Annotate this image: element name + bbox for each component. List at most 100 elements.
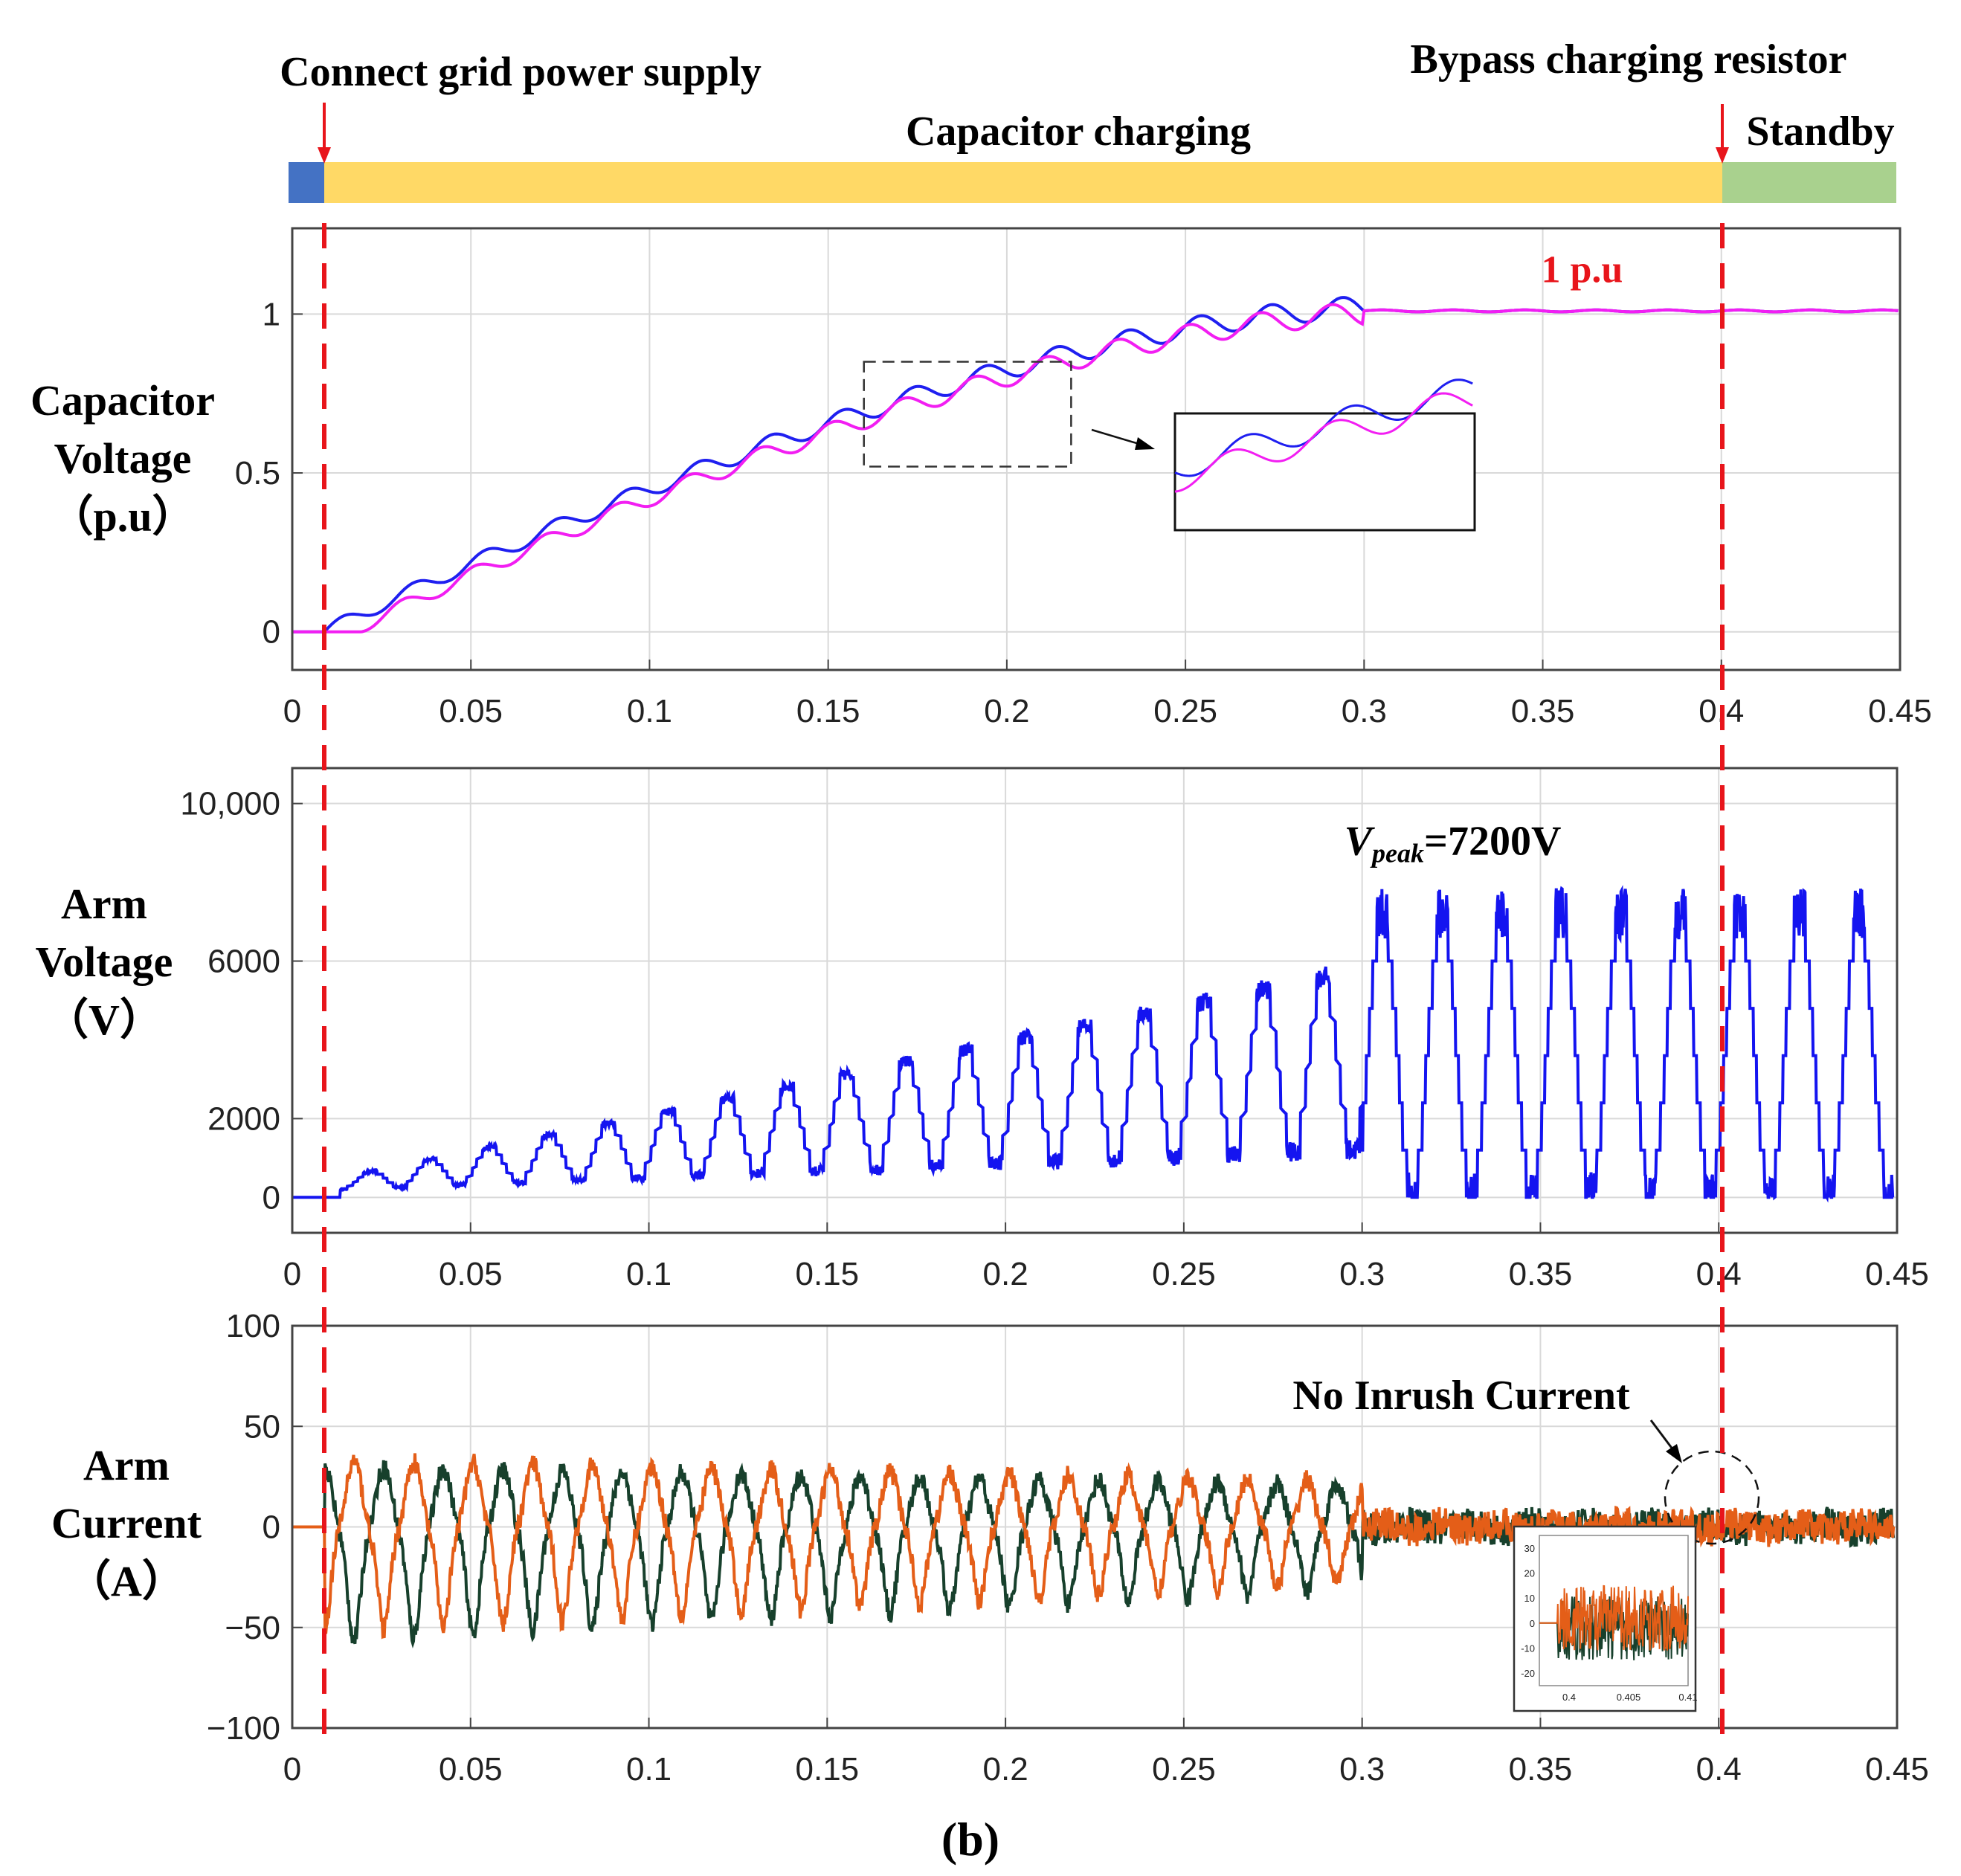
- annotations: Vpeak=7200V: [1345, 819, 1562, 868]
- figure-label: (b): [941, 1813, 999, 1866]
- x-tick-label: 0.15: [796, 1751, 860, 1788]
- y-axis-label-line: Voltage: [36, 938, 173, 986]
- y-tick-label: 2000: [207, 1100, 280, 1137]
- inset-x-tick-label: 0.4: [1562, 1692, 1576, 1703]
- plot-frame: [291, 1324, 1899, 1730]
- x-tick-label: 0.35: [1511, 693, 1575, 729]
- y-tick-label: 0: [263, 1179, 280, 1216]
- plot-frame: [291, 227, 1902, 671]
- grid: [292, 768, 1898, 1233]
- y-tick-label: 6000: [207, 944, 280, 980]
- y-axis-label-line: （A）: [68, 1557, 185, 1605]
- inset-y-tick-label: -20: [1521, 1668, 1535, 1679]
- y-tick-label: 0: [263, 614, 280, 651]
- vpeak-annotation: Vpeak=7200V: [1345, 819, 1562, 868]
- x-tick-label: 0.3: [1339, 1256, 1385, 1292]
- x-tick-labels: 00.050.10.150.20.250.30.350.40.45: [283, 693, 1932, 729]
- x-tick-label: 0.15: [796, 693, 860, 729]
- y-axis-label-line: Current: [51, 1499, 202, 1547]
- x-tick-label: 0.05: [439, 693, 503, 729]
- y-tick-label: 10,000: [180, 786, 280, 822]
- series-layer: [292, 296, 1899, 634]
- zoom-arrowhead: [1135, 437, 1155, 450]
- timeline: Connect grid power supply Capacitor char…: [280, 36, 1896, 203]
- plot-frame: [291, 767, 1899, 1234]
- y-axis-label: Capacitor Voltage （p.u）: [30, 376, 215, 541]
- plot-background: [292, 228, 1900, 670]
- x-tick-label: 0.1: [627, 693, 672, 729]
- x-tick-label: 0.1: [626, 1256, 672, 1292]
- x-tick-label: 0.05: [439, 1751, 503, 1788]
- y-tick-label: 100: [226, 1308, 280, 1344]
- x-tick-label: 0.2: [983, 1256, 1028, 1292]
- y-axis-label: Arm Current （A）: [51, 1441, 202, 1605]
- no-inrush-annotation: No Inrush Current: [1292, 1373, 1630, 1419]
- x-tick-label: 0.15: [796, 1256, 860, 1292]
- x-tick-label: 0.1: [626, 1751, 672, 1788]
- standby-label: Standby: [1746, 109, 1894, 155]
- x-tick-label: 0: [283, 693, 301, 729]
- y-axis-label-line: Voltage: [54, 434, 192, 483]
- inset-y-tick-label: -10: [1521, 1643, 1535, 1654]
- annotations: 1 p.u: [863, 249, 1623, 532]
- y-tick-label: −50: [225, 1610, 280, 1646]
- inset-y-tick-label: 10: [1524, 1593, 1535, 1604]
- inset-y-tick-label: 30: [1524, 1543, 1535, 1554]
- x-tick-label: 0.25: [1153, 693, 1217, 729]
- y-tick-label: 0.5: [235, 455, 280, 491]
- timeline-charging-segment: [324, 162, 1722, 203]
- inset-y-tick-label: 20: [1524, 1568, 1535, 1579]
- y-axis-label-line: Arm: [61, 880, 147, 928]
- y-axis-label: Arm Voltage （V）: [36, 880, 173, 1044]
- y-tick-labels: 00.51: [235, 296, 280, 650]
- capacitor-voltage-series: [292, 303, 1899, 634]
- bypass-resistor-label: Bypass charging resistor: [1411, 36, 1847, 83]
- y-tick-label: −100: [207, 1710, 280, 1747]
- x-tick-label: 0.25: [1152, 1256, 1216, 1292]
- timeline-standby-segment: [1722, 162, 1896, 203]
- x-tick-label: 0: [283, 1256, 301, 1292]
- x-tick-labels: 0 0.05 0.1 0.15 0.2 0.25 0.3 0.35 0.4 0.45: [283, 1256, 1929, 1292]
- zoom-arrow: [1091, 428, 1142, 446]
- y-axis-label-line: （p.u）: [50, 492, 195, 541]
- arm-current-series: [292, 1453, 1896, 1640]
- x-tick-label: 0.35: [1509, 1256, 1573, 1292]
- timeline-pre-segment: [289, 162, 324, 203]
- series-layer: [292, 885, 1895, 1203]
- inset-series: [1174, 392, 1473, 493]
- x-tick-label: 0.45: [1865, 1751, 1929, 1788]
- connect-arrow: [318, 103, 331, 164]
- y-tick-label: 1: [263, 296, 280, 332]
- x-tick-label: 0.35: [1509, 1751, 1573, 1788]
- capacitor-voltage-chart: 00.050.10.150.20.250.30.350.40.45 00.51 …: [30, 227, 1932, 729]
- x-tick-label: 0.45: [1865, 1256, 1929, 1292]
- one-pu-annotation: 1 p.u: [1541, 249, 1623, 291]
- inset-current-series: [1539, 1585, 1689, 1651]
- x-tick-label: 0.45: [1868, 693, 1932, 729]
- x-tick-label: 0.05: [439, 1256, 503, 1292]
- x-tick-label: 0.4: [1696, 1256, 1742, 1292]
- series-layer: [292, 1453, 1896, 1648]
- plot-background: [292, 768, 1897, 1233]
- capacitor-charging-label: Capacitor charging: [906, 109, 1251, 155]
- arm-current-chart: 0 0.05 0.1 0.15 0.2 0.25 0.3 0.35 0.4 0.45 −100 −5…: [51, 1308, 1929, 1788]
- bypass-arrow: [1716, 104, 1729, 164]
- y-axis-label-line: Capacitor: [30, 376, 215, 425]
- x-tick-label: 0.3: [1339, 1751, 1385, 1788]
- x-tick-label: 0.4: [1696, 1751, 1742, 1788]
- inset-x-tick-label: 0.405: [1617, 1692, 1641, 1703]
- x-tick-label: 0.25: [1152, 1751, 1216, 1788]
- inrush-arrow: [1649, 1419, 1675, 1451]
- y-tick-label: 50: [244, 1408, 280, 1445]
- x-tick-label: 0.2: [984, 693, 1029, 729]
- x-tick-label: 0.3: [1342, 693, 1387, 729]
- x-tick-label: 0: [283, 1751, 301, 1788]
- y-axis-label-line: （V）: [45, 996, 163, 1044]
- connect-grid-label: Connect grid power supply: [280, 49, 761, 95]
- arm-voltage-chart: 0 0.05 0.1 0.15 0.2 0.25 0.3 0.35 0.4 0.45 0 2000 6…: [36, 767, 1929, 1292]
- inset-x-tick-label: 0.41: [1678, 1692, 1697, 1703]
- inset-frame: [1173, 412, 1476, 532]
- zoom-box: [863, 361, 1072, 468]
